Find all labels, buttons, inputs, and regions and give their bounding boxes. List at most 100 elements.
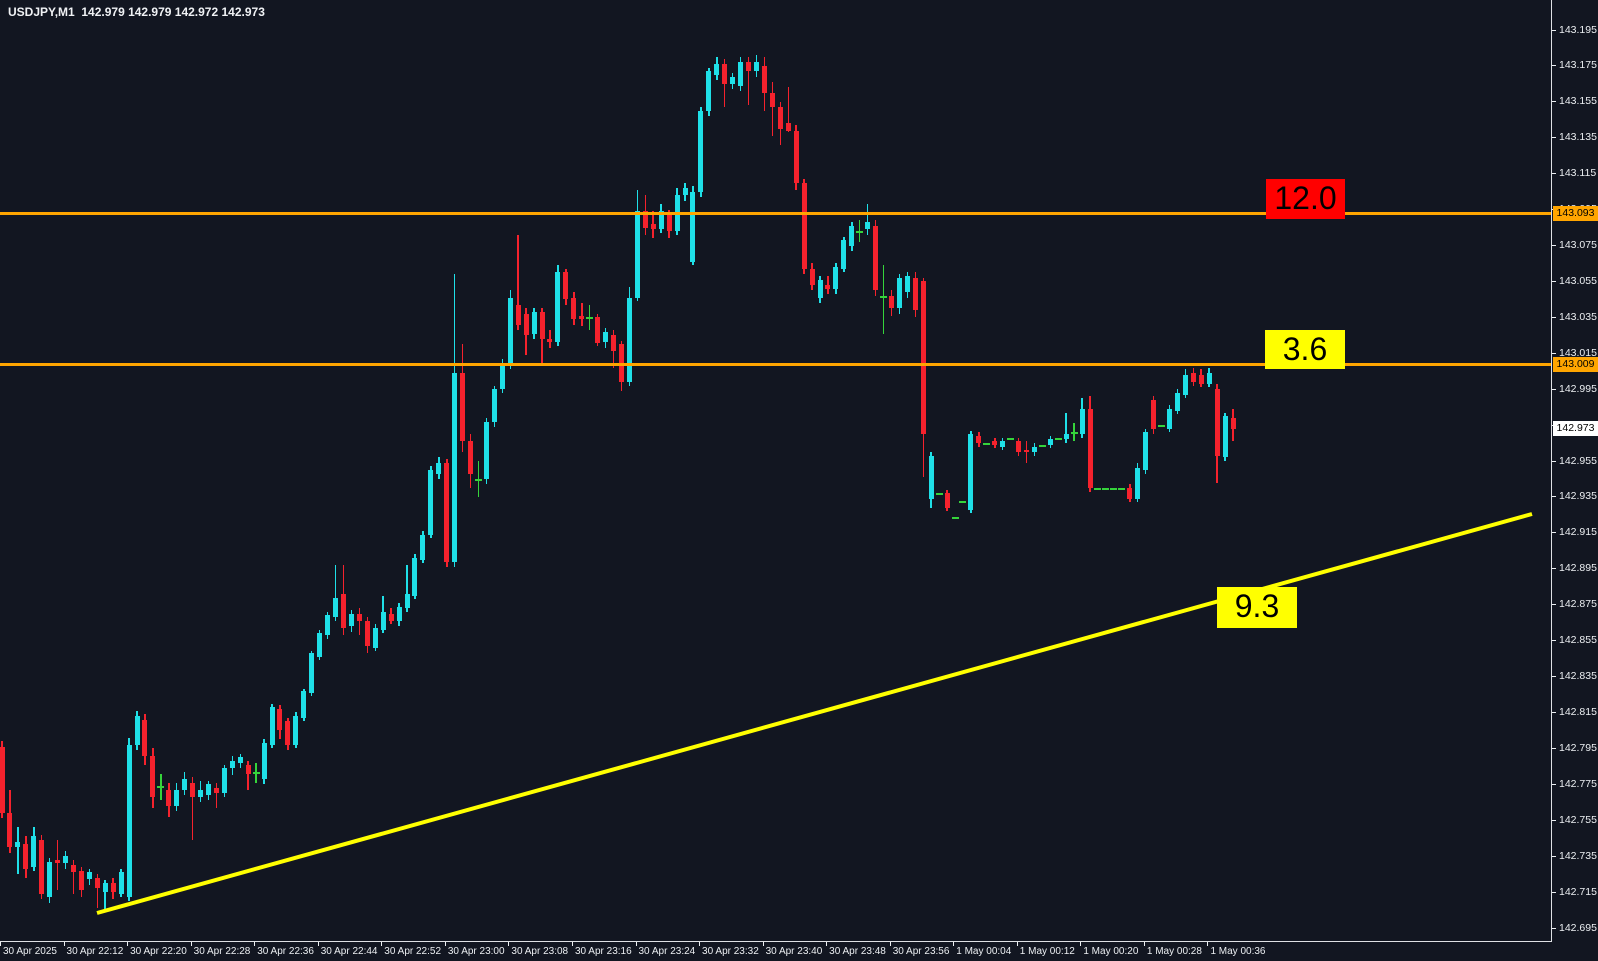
price-line-tag[interactable]: 12.0 — [1266, 179, 1345, 219]
candle-body — [483, 421, 489, 479]
time-tick-mark — [889, 942, 891, 946]
candle-wick — [358, 608, 361, 636]
time-tick-mark — [635, 942, 637, 946]
time-tick-mark — [0, 942, 1, 946]
candle-body — [134, 716, 140, 745]
time-tick-label: 30 Apr 23:56 — [892, 946, 950, 957]
candle-body — [856, 231, 864, 234]
candle-body — [1118, 487, 1126, 490]
horizontal-price-line[interactable] — [0, 362, 1551, 366]
candle-body — [1038, 444, 1046, 447]
candle-body — [968, 434, 974, 510]
candle-body — [380, 611, 386, 630]
candle-wick — [771, 82, 774, 136]
candle-body — [47, 861, 53, 898]
time-tick-mark — [1143, 942, 1145, 946]
price-tick-label: 142.835 — [1559, 670, 1597, 683]
candle-body — [102, 883, 108, 893]
candle-body — [1000, 441, 1006, 447]
candle-body — [325, 615, 331, 636]
price-tick-mark — [1552, 280, 1556, 282]
candle-body — [539, 311, 545, 339]
candle-body — [388, 613, 394, 621]
price-tick-label: 142.915 — [1559, 526, 1597, 539]
candle-body — [118, 872, 124, 894]
candle-body — [364, 620, 370, 647]
candle-body — [1151, 399, 1157, 429]
plot-area[interactable]: USDJPY,M1 142.979 142.979 142.972 142.97… — [0, 0, 1552, 942]
candle-body — [86, 872, 92, 880]
price-tick-mark — [1552, 65, 1556, 67]
time-axis[interactable]: 30 Apr 2025 30 Apr 22:12 30 Apr 22:20 30 Ap… — [0, 942, 1598, 961]
trendline[interactable] — [96, 512, 1533, 915]
candle-body — [1127, 487, 1133, 499]
candle-body — [221, 768, 227, 794]
candle-body — [889, 295, 894, 309]
price-tick-mark — [1552, 460, 1556, 462]
price-tick-label: 142.815 — [1559, 705, 1597, 718]
price-tick-mark — [1552, 316, 1556, 318]
candle-wick — [72, 859, 75, 894]
candle-body — [333, 597, 339, 618]
horizontal-price-line[interactable] — [0, 211, 1551, 215]
trendline-tag[interactable]: 9.3 — [1217, 587, 1297, 628]
candle-body — [825, 285, 831, 289]
candle-body — [1182, 374, 1188, 395]
price-tick-mark — [1552, 137, 1556, 139]
price-tick-label: 142.955 — [1559, 454, 1597, 467]
price-axis[interactable]: 143.195 143.175 143.155 143.135 143.115 143.0… — [1552, 0, 1598, 941]
price-tick-label: 142.935 — [1559, 490, 1597, 503]
price-line-axis-badge: 143.009 — [1553, 356, 1598, 372]
chart-title: USDJPY,M1 142.979 142.979 142.972 142.97… — [8, 5, 265, 19]
candle-wick — [827, 276, 829, 294]
candle-body — [912, 277, 918, 311]
candle-body — [468, 441, 474, 474]
price-line-tag[interactable]: 3.6 — [1265, 330, 1345, 369]
price-tick-mark — [1552, 819, 1556, 821]
price-tick-mark — [1552, 101, 1556, 103]
price-tick-mark — [1552, 676, 1556, 678]
time-tick-label: 30 Apr 23:40 — [765, 946, 823, 957]
time-tick-mark — [699, 942, 701, 946]
candle-wick — [747, 56, 750, 106]
time-tick-mark — [317, 942, 319, 946]
candle-wick — [334, 565, 337, 621]
candle-body — [1087, 408, 1093, 488]
candle-body — [396, 606, 402, 621]
candle-body — [277, 708, 283, 731]
price-tick-mark — [1552, 604, 1556, 606]
price-tick-mark — [1552, 855, 1556, 857]
candle-body — [142, 719, 148, 756]
candle-body — [682, 188, 688, 196]
candle-body — [1024, 450, 1030, 453]
candle-body — [341, 593, 346, 629]
candle-body — [460, 373, 466, 442]
candle-body — [7, 813, 13, 848]
candle-body — [722, 64, 728, 84]
price-tick-mark — [1552, 747, 1556, 749]
candle-body — [896, 277, 902, 309]
candle-body — [809, 268, 815, 286]
candle-body — [690, 191, 696, 262]
candle-body — [348, 613, 354, 627]
time-tick-mark — [953, 942, 955, 946]
price-tick-label: 143.155 — [1559, 95, 1597, 108]
candle-body — [1166, 408, 1172, 429]
price-tick-label: 142.735 — [1559, 849, 1597, 862]
candle-body — [166, 789, 172, 806]
candle-body — [801, 182, 807, 269]
candle-wick — [549, 329, 551, 348]
time-tick-mark — [190, 942, 192, 946]
candle-body — [642, 211, 648, 228]
price-tick-mark — [1552, 388, 1556, 390]
time-tick-label: 30 Apr 23:32 — [702, 946, 759, 957]
candle-body — [730, 76, 736, 84]
candle-body — [595, 317, 601, 343]
candle-body — [63, 856, 69, 864]
candle-wick — [104, 879, 106, 912]
candle-body — [658, 211, 664, 230]
candle-body — [261, 743, 267, 779]
candle-body — [626, 297, 632, 382]
candle-body — [1047, 439, 1053, 445]
time-tick-mark — [254, 942, 256, 946]
